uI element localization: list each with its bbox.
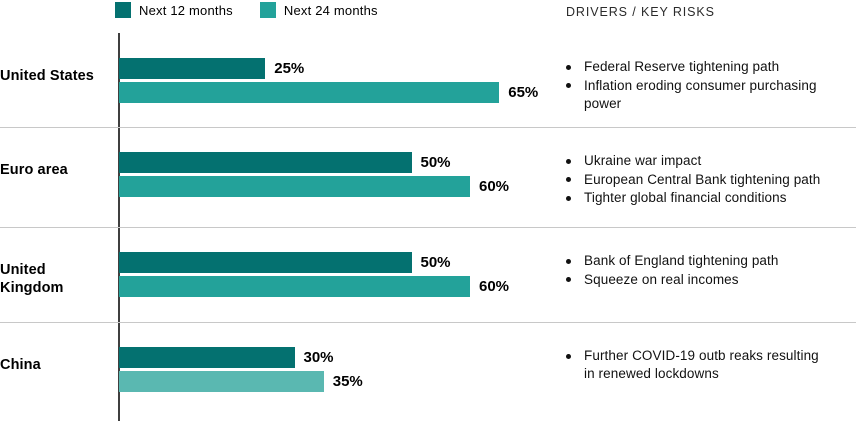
chart-row-china: China 30% 35% Further COVID-19 outb reak… bbox=[0, 322, 856, 421]
bar-next-24-months bbox=[119, 276, 470, 297]
bullet-icon bbox=[566, 158, 571, 164]
risk-item: Ukraine war impact bbox=[566, 152, 856, 170]
risks-list: Further COVID-19 outb reaks resulting in… bbox=[566, 347, 856, 384]
value-label: 60% bbox=[479, 278, 510, 295]
value-label: 35% bbox=[332, 373, 363, 390]
risk-text: Further COVID-19 outb reaks resulting in… bbox=[584, 348, 819, 381]
value-label: 65% bbox=[508, 84, 539, 101]
risks-list: Bank of England tightening path Squeeze … bbox=[566, 252, 856, 289]
legend-label: Next 24 months bbox=[283, 2, 378, 18]
legend-label: Next 12 months bbox=[139, 2, 233, 18]
category-label: United Kingdom bbox=[0, 262, 64, 296]
bullet-icon bbox=[566, 353, 571, 359]
bar-next-24-months bbox=[119, 176, 470, 197]
bullet-icon bbox=[566, 277, 571, 282]
bar-group: 50% 60% bbox=[119, 152, 509, 200]
risk-text: Tighter global financial conditions bbox=[584, 190, 787, 205]
bar-next-24-months bbox=[119, 371, 324, 392]
risk-text: Ukraine war impact bbox=[584, 153, 702, 168]
legend-swatch-icon bbox=[259, 2, 276, 18]
bar-group: 25% 65% bbox=[119, 58, 538, 106]
category-label: United States bbox=[0, 68, 94, 84]
bullet-icon bbox=[566, 64, 571, 70]
risk-item: Further COVID-19 outb reaks resulting in… bbox=[566, 347, 856, 383]
bar-next-12-months bbox=[119, 347, 295, 368]
risk-item: Tighter global financial conditions bbox=[566, 189, 856, 207]
value-label: 60% bbox=[479, 178, 510, 195]
bullet-icon bbox=[566, 258, 571, 264]
value-label: 30% bbox=[303, 349, 334, 366]
risk-item: Inflation eroding consumer purchasing po… bbox=[566, 77, 856, 113]
row-separator bbox=[0, 127, 856, 128]
risk-text: Federal Reserve tightening path bbox=[584, 59, 780, 74]
bar-next-12-months bbox=[119, 252, 412, 273]
legend-item-next-24-months: Next 24 months bbox=[259, 2, 378, 18]
risks-list: Federal Reserve tightening path Inflatio… bbox=[566, 58, 856, 113]
row-separator bbox=[0, 322, 856, 323]
chart-row-united-kingdom: United Kingdom 50% 60% Bank of England t… bbox=[0, 227, 856, 322]
risk-text: Bank of England tightening path bbox=[584, 253, 779, 268]
bullet-icon bbox=[566, 195, 571, 201]
bar-group: 50% 60% bbox=[119, 252, 509, 300]
category-label: Euro area bbox=[0, 162, 68, 178]
value-label: 25% bbox=[274, 60, 305, 77]
bullet-icon bbox=[566, 177, 571, 182]
category-label: China bbox=[0, 357, 41, 373]
value-label: 50% bbox=[420, 254, 451, 271]
risk-item: Federal Reserve tightening path bbox=[566, 58, 856, 76]
risk-text: European Central Bank tightening path bbox=[584, 171, 821, 187]
legend-item-next-12-months: Next 12 months bbox=[115, 2, 233, 18]
bar-next-12-months bbox=[119, 152, 412, 173]
risks-column-header: DRIVERS / KEY RISKS bbox=[566, 5, 715, 19]
risk-item: Bank of England tightening path bbox=[566, 252, 856, 270]
value-label: 50% bbox=[420, 154, 451, 171]
row-separator bbox=[0, 227, 856, 228]
risk-item: European Central Bank tightening path bbox=[566, 171, 856, 189]
risk-text: Inflation eroding consumer purchasing po… bbox=[584, 77, 817, 111]
bar-group: 30% 35% bbox=[119, 347, 363, 395]
bar-next-24-months bbox=[119, 82, 500, 103]
legend: Next 12 months Next 24 months bbox=[115, 2, 378, 18]
chart-row-united-states: United States 25% 65% Federal Reserve ti… bbox=[0, 33, 856, 127]
legend-swatch-icon bbox=[115, 2, 131, 18]
risk-item: Squeeze on real incomes bbox=[566, 271, 856, 289]
bar-next-12-months bbox=[119, 58, 266, 79]
chart-row-euro-area: Euro area 50% 60% Ukraine war impact Eur… bbox=[0, 127, 856, 227]
risk-text: Squeeze on real incomes bbox=[584, 271, 739, 287]
bullet-icon bbox=[566, 83, 571, 88]
risks-list: Ukraine war impact European Central Bank… bbox=[566, 152, 856, 208]
